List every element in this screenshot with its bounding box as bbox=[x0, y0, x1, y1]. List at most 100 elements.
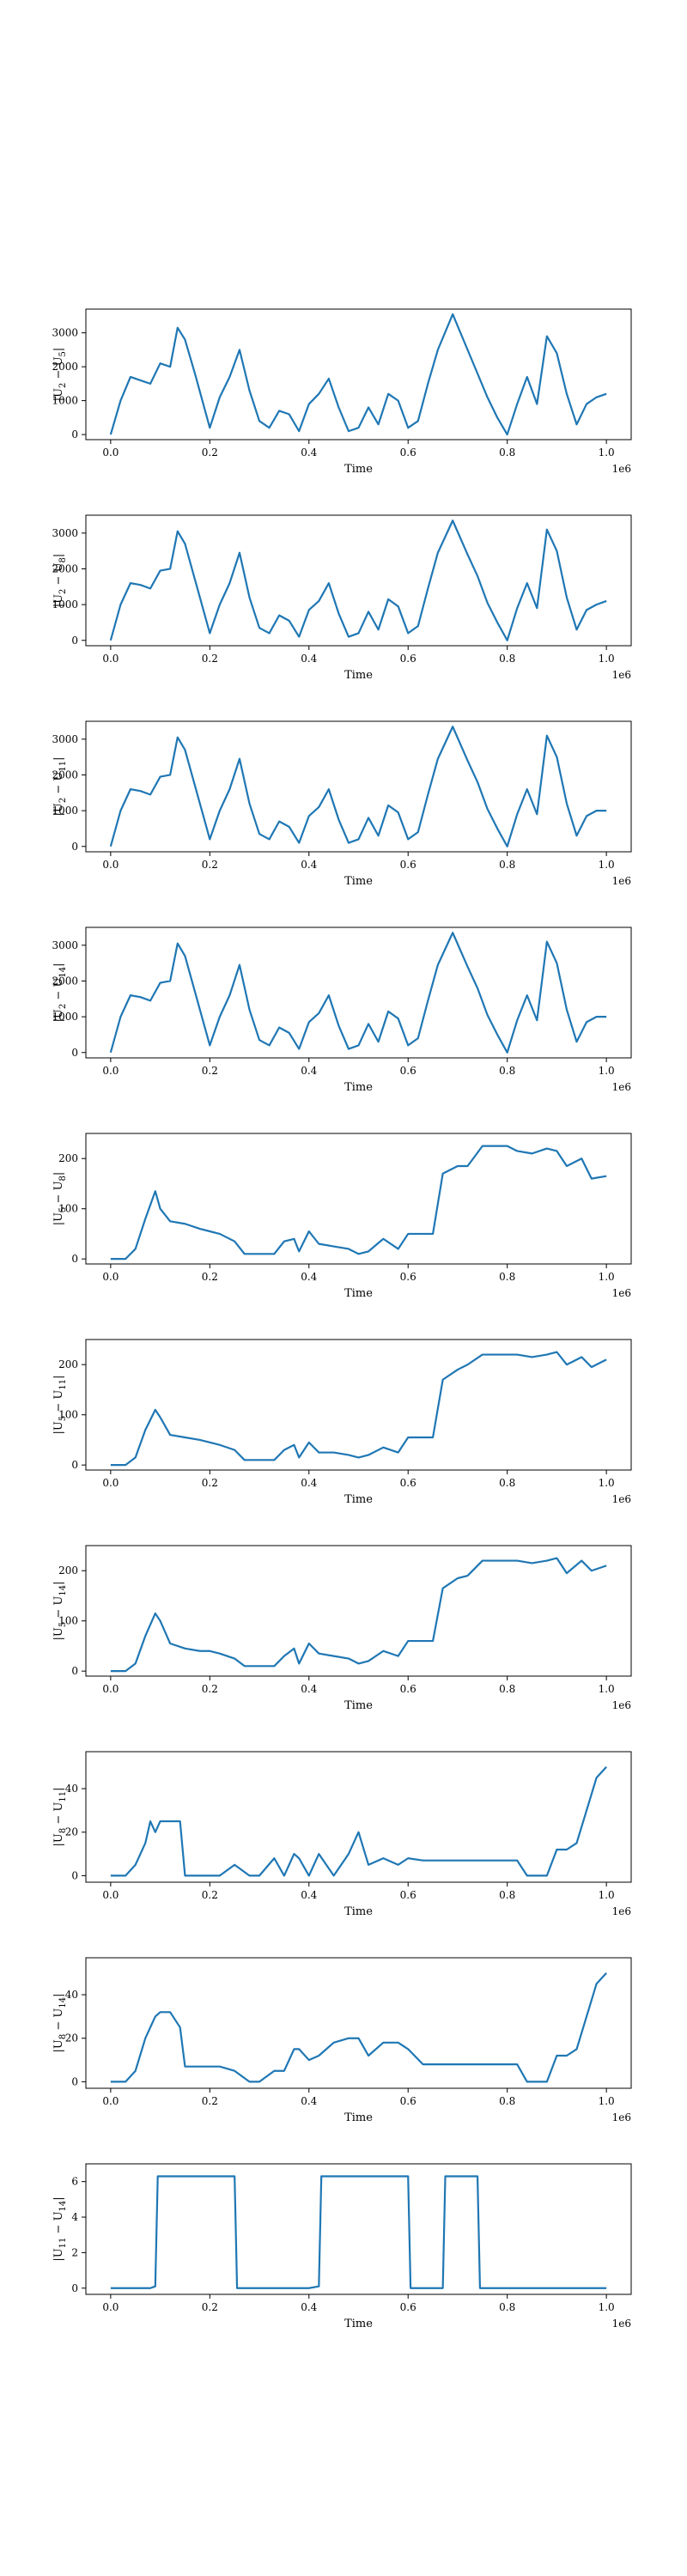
subplot-10: 0.0 0.2 0.4 0.6 0.8 1.0 0 2 4 6 Time 1e6 |U11 − U14| bbox=[52, 2163, 632, 2330]
x-tick-label: 0.4 bbox=[301, 859, 317, 871]
y-tick-label: 0 bbox=[71, 1869, 78, 1881]
axes-frame bbox=[85, 1957, 632, 2089]
x-tick-label: 0.0 bbox=[102, 1477, 119, 1489]
y-tick-label: 200 bbox=[58, 1152, 78, 1164]
y-tick-label: 200 bbox=[58, 1564, 78, 1577]
y-label-base: |U bbox=[52, 1009, 65, 1022]
y-axis-label: |U5 − U11| bbox=[52, 1376, 68, 1435]
axes-frame bbox=[85, 2163, 632, 2295]
y-label-sub-2: 5 bbox=[58, 351, 68, 356]
y-label-base: |U bbox=[52, 1421, 65, 1434]
x-tick-label: 0.0 bbox=[102, 2301, 119, 2313]
y-label-minus: − U bbox=[52, 1596, 65, 1622]
x-tick-label: 0.8 bbox=[499, 1477, 515, 1489]
y-tick-label: 0 bbox=[71, 2282, 78, 2294]
y-label-base: |U bbox=[52, 388, 65, 401]
y-tick-label: 40 bbox=[65, 1989, 78, 2001]
y-label-base: |U bbox=[52, 2248, 65, 2261]
series-line bbox=[110, 1351, 607, 1467]
x-offset-text: 1e6 bbox=[612, 463, 631, 475]
x-tick-label: 0.4 bbox=[301, 1271, 317, 1283]
y-tick-label: 0 bbox=[71, 428, 78, 440]
y-label-minus: − U bbox=[52, 2211, 65, 2237]
y-tick-label: 100 bbox=[58, 1203, 78, 1215]
y-tick-label: 0 bbox=[71, 1459, 78, 1471]
y-tick-label: 4 bbox=[71, 2211, 78, 2223]
y-label-minus: − U bbox=[52, 772, 65, 798]
y-tick-label: 100 bbox=[58, 1615, 78, 1627]
x-tick-label: 0.2 bbox=[202, 1889, 218, 1901]
subplot-6: 0.0 0.2 0.4 0.6 0.8 1.0 0 100 200 Time 1e6 |U5 − U1… bbox=[52, 1339, 632, 1506]
y-label-bar: | bbox=[52, 1788, 65, 1791]
axes-frame bbox=[85, 1751, 632, 1883]
series-line bbox=[109, 932, 607, 1054]
x-tick-label: 0.0 bbox=[102, 1065, 119, 1077]
subplot-5: 0.0 0.2 0.4 0.6 0.8 1.0 0 100 200 Time 1e6 |U5 − U8… bbox=[52, 1133, 632, 1300]
x-tick-label: 0.0 bbox=[102, 653, 119, 665]
y-label-sub-1: 11 bbox=[58, 2238, 68, 2249]
x-offset-text: 1e6 bbox=[612, 1081, 631, 1093]
y-label-bar: | bbox=[52, 1376, 65, 1379]
x-tick-label: 0.2 bbox=[202, 1271, 218, 1283]
x-tick-label: 0.0 bbox=[102, 859, 119, 871]
subplot-7: 0.0 0.2 0.4 0.6 0.8 1.0 0 100 200 Time 1e6 |U5 − U1… bbox=[52, 1545, 632, 1712]
x-tick-label: 0.6 bbox=[400, 2095, 416, 2107]
y-tick-label: 1000 bbox=[52, 395, 78, 407]
x-tick-label: 0.2 bbox=[202, 859, 218, 871]
x-tick-label: 1.0 bbox=[599, 1065, 615, 1077]
axes-frame bbox=[85, 514, 632, 647]
x-offset-text: 1e6 bbox=[612, 2318, 631, 2330]
y-tick-label: 2000 bbox=[52, 562, 78, 574]
y-tick-label: 3000 bbox=[52, 527, 78, 539]
y-label-base: |U bbox=[52, 1212, 65, 1225]
x-tick-label: 0.2 bbox=[202, 653, 218, 665]
y-label-bar: | bbox=[52, 554, 65, 557]
x-offset-text: 1e6 bbox=[612, 1699, 631, 1711]
x-axis-label: Time bbox=[344, 2318, 373, 2330]
axes-frame bbox=[85, 1545, 632, 1677]
y-tick-label: 3000 bbox=[52, 733, 78, 745]
subplot-3: 0.0 0.2 0.4 0.6 0.8 1.0 0 1000 2000 3000 Time 1e6 |U… bbox=[52, 720, 632, 888]
x-tick-label: 0.4 bbox=[301, 1065, 317, 1077]
x-tick-label: 1.0 bbox=[599, 1889, 615, 1901]
y-tick-label: 1000 bbox=[52, 1011, 78, 1023]
y-label-sub-1: 5 bbox=[58, 1416, 68, 1421]
x-axis-label: Time bbox=[344, 669, 373, 682]
x-offset-text: 1e6 bbox=[612, 1905, 631, 1917]
x-offset-text: 1e6 bbox=[612, 1287, 631, 1299]
y-axis-label: |U2 − U11| bbox=[52, 757, 68, 817]
y-label-bar: | bbox=[52, 1994, 65, 1997]
y-label-sub-1: 2 bbox=[58, 1004, 68, 1009]
y-label-bar: | bbox=[52, 1582, 65, 1585]
y-label-base: |U bbox=[52, 803, 65, 816]
x-tick-label: 0.6 bbox=[400, 1889, 416, 1901]
x-tick-label: 0.6 bbox=[400, 1065, 416, 1077]
x-tick-label: 0.4 bbox=[301, 2095, 317, 2107]
y-label-bar: | bbox=[52, 963, 65, 967]
x-tick-label: 0.6 bbox=[400, 2301, 416, 2313]
series-line bbox=[110, 1557, 607, 1673]
x-tick-label: 1.0 bbox=[599, 1271, 615, 1283]
x-tick-label: 0.6 bbox=[400, 859, 416, 871]
x-tick-label: 0.8 bbox=[499, 859, 515, 871]
y-label-base: |U bbox=[52, 1833, 65, 1846]
y-label-minus: − U bbox=[52, 1181, 65, 1206]
y-label-minus: − U bbox=[52, 2008, 65, 2034]
y-tick-label: 2000 bbox=[52, 769, 78, 781]
x-tick-label: 0.0 bbox=[102, 1271, 119, 1283]
x-tick-label: 1.0 bbox=[599, 859, 615, 871]
x-tick-label: 0.4 bbox=[301, 653, 317, 665]
y-label-sub-2: 8 bbox=[58, 557, 68, 562]
y-axis-label: |U2 − U5| bbox=[52, 348, 68, 402]
y-tick-label: 0 bbox=[71, 2075, 78, 2087]
x-tick-label: 1.0 bbox=[599, 2095, 615, 2107]
y-label-base: |U bbox=[52, 1627, 65, 1640]
y-tick-label: 20 bbox=[65, 2032, 78, 2044]
axes-frame bbox=[85, 308, 632, 440]
y-label-sub-2: 11 bbox=[58, 1379, 68, 1390]
x-tick-label: 0.2 bbox=[202, 2095, 218, 2107]
x-tick-label: 1.0 bbox=[599, 1477, 615, 1489]
axes-frame bbox=[85, 927, 632, 1059]
y-tick-label: 3000 bbox=[52, 327, 78, 339]
